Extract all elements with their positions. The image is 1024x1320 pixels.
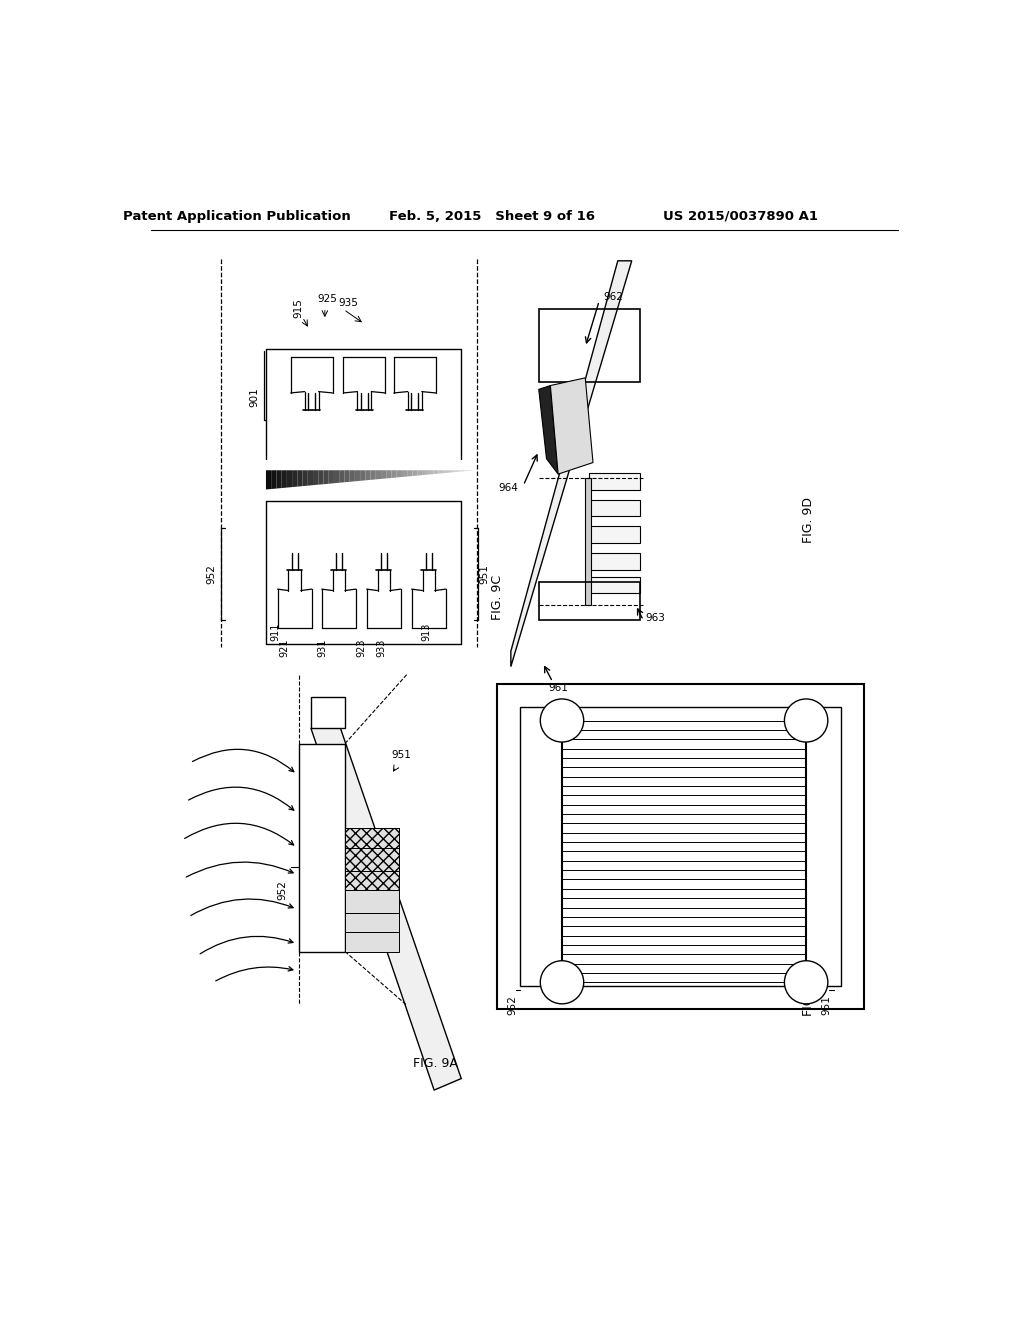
Polygon shape: [334, 470, 339, 483]
Polygon shape: [313, 470, 318, 486]
Polygon shape: [339, 470, 344, 483]
Polygon shape: [324, 470, 329, 484]
Text: FIG. 9B: FIG. 9B: [802, 972, 815, 1016]
Polygon shape: [402, 470, 408, 477]
Bar: [520, 708, 841, 986]
Text: 933: 933: [376, 638, 386, 656]
Text: Feb. 5, 2015   Sheet 9 of 16: Feb. 5, 2015 Sheet 9 of 16: [389, 210, 595, 223]
Polygon shape: [344, 470, 349, 482]
Bar: [345, 890, 399, 913]
Polygon shape: [329, 470, 334, 483]
Polygon shape: [438, 470, 443, 474]
Text: 964: 964: [499, 483, 518, 492]
Polygon shape: [271, 470, 276, 488]
Polygon shape: [413, 470, 418, 477]
FancyArrowPatch shape: [193, 750, 294, 772]
Polygon shape: [376, 470, 381, 479]
Polygon shape: [428, 470, 433, 475]
FancyArrowPatch shape: [190, 899, 293, 916]
Polygon shape: [302, 470, 308, 486]
Polygon shape: [292, 470, 297, 487]
Text: 963: 963: [646, 612, 666, 623]
Polygon shape: [418, 470, 423, 475]
Bar: [589, 473, 640, 490]
Polygon shape: [423, 470, 428, 475]
Text: FIG. 9C: FIG. 9C: [490, 574, 504, 620]
Polygon shape: [396, 470, 402, 478]
FancyArrowPatch shape: [216, 966, 293, 981]
Polygon shape: [391, 470, 396, 478]
Text: Patent Application Publication: Patent Application Publication: [123, 210, 350, 223]
Text: 951: 951: [391, 750, 412, 760]
Polygon shape: [408, 470, 413, 477]
Text: 952: 952: [276, 880, 287, 900]
Polygon shape: [381, 470, 386, 479]
Text: 925: 925: [317, 294, 338, 305]
Polygon shape: [287, 470, 292, 487]
Polygon shape: [311, 719, 461, 1090]
Bar: [497, 684, 864, 1010]
Polygon shape: [366, 470, 371, 480]
Text: 962: 962: [603, 292, 623, 302]
Polygon shape: [460, 470, 465, 471]
Polygon shape: [511, 261, 632, 667]
Bar: [586, 478, 592, 605]
Bar: [539, 582, 640, 620]
Text: 911: 911: [270, 623, 281, 642]
Bar: [311, 697, 345, 729]
Polygon shape: [318, 470, 324, 484]
Text: US 2015/0037890 A1: US 2015/0037890 A1: [663, 210, 818, 223]
Bar: [589, 577, 640, 594]
Bar: [589, 553, 640, 570]
Polygon shape: [386, 470, 391, 478]
Polygon shape: [550, 378, 593, 474]
Circle shape: [541, 700, 584, 742]
Text: 935: 935: [339, 298, 358, 308]
Bar: [345, 829, 399, 847]
Polygon shape: [539, 385, 558, 474]
Text: 951: 951: [479, 564, 489, 585]
Polygon shape: [450, 470, 455, 473]
Text: FIG. 9D: FIG. 9D: [802, 498, 815, 544]
FancyArrowPatch shape: [200, 936, 293, 954]
Text: 901: 901: [250, 387, 260, 407]
Text: 952: 952: [207, 564, 217, 585]
Polygon shape: [297, 470, 302, 487]
Text: 931: 931: [317, 638, 328, 656]
FancyArrowPatch shape: [184, 824, 294, 845]
Text: 961: 961: [549, 684, 568, 693]
Bar: [299, 743, 345, 952]
Polygon shape: [355, 470, 360, 482]
Text: 923: 923: [356, 638, 367, 656]
FancyArrowPatch shape: [188, 787, 294, 810]
Polygon shape: [266, 470, 271, 490]
Polygon shape: [308, 470, 313, 486]
Circle shape: [784, 700, 827, 742]
Text: 921: 921: [280, 638, 289, 656]
Circle shape: [784, 961, 827, 1005]
Bar: [345, 932, 399, 952]
Circle shape: [541, 961, 584, 1005]
Bar: [345, 913, 399, 932]
Bar: [589, 527, 640, 544]
Bar: [345, 847, 399, 871]
Text: 915: 915: [293, 298, 303, 318]
Bar: [589, 499, 640, 516]
Bar: [345, 871, 399, 890]
Text: 951: 951: [821, 995, 831, 1015]
Polygon shape: [443, 470, 450, 473]
Polygon shape: [371, 470, 376, 480]
Text: 952: 952: [508, 995, 518, 1015]
Polygon shape: [276, 470, 282, 488]
FancyArrowPatch shape: [186, 862, 293, 876]
Polygon shape: [282, 470, 287, 488]
Text: 913: 913: [421, 623, 431, 642]
Polygon shape: [360, 470, 366, 480]
Polygon shape: [349, 470, 355, 482]
Polygon shape: [455, 470, 460, 473]
Bar: [539, 309, 640, 381]
Text: FIG. 9A: FIG. 9A: [414, 1056, 458, 1069]
Polygon shape: [433, 470, 438, 474]
